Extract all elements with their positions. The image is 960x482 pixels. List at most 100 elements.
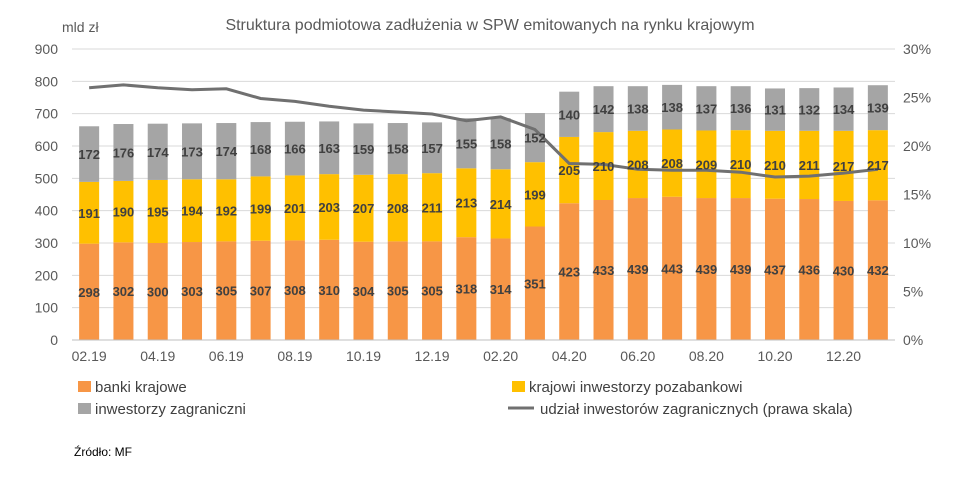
data-label: 191 bbox=[78, 206, 100, 221]
bar-segment bbox=[833, 130, 854, 201]
y-tick-label: 900 bbox=[35, 41, 59, 57]
data-label: 137 bbox=[696, 101, 718, 116]
bar-segment bbox=[147, 123, 168, 180]
bar-segment bbox=[730, 198, 751, 340]
data-label: 217 bbox=[833, 159, 855, 174]
bar-segment bbox=[524, 226, 545, 340]
data-label: 205 bbox=[558, 163, 580, 178]
data-label: 134 bbox=[833, 102, 855, 117]
data-label: 168 bbox=[250, 142, 272, 157]
bar-segment bbox=[662, 129, 683, 197]
bar-segment bbox=[319, 121, 340, 175]
bar-segment bbox=[799, 88, 820, 131]
data-label: 432 bbox=[867, 263, 889, 278]
y-tick-label: 300 bbox=[35, 235, 59, 251]
y2-tick-label: 0% bbox=[903, 332, 923, 348]
data-label: 174 bbox=[147, 145, 169, 160]
data-label: 439 bbox=[730, 262, 752, 277]
bar-segment bbox=[422, 241, 443, 340]
data-label: 298 bbox=[78, 285, 100, 300]
bar-segment bbox=[113, 180, 134, 243]
legend: banki krajowe krajowi inwestorzy pozabank… bbox=[78, 379, 853, 418]
bar-segment bbox=[216, 123, 237, 180]
bar-segment bbox=[387, 241, 408, 340]
bar-segment bbox=[319, 239, 340, 340]
x-tick-label: 12.19 bbox=[415, 348, 450, 364]
y-tick-label: 500 bbox=[35, 170, 59, 186]
data-label: 172 bbox=[78, 147, 100, 162]
data-label: 131 bbox=[764, 103, 786, 118]
y-tick-label: 700 bbox=[35, 106, 59, 122]
data-label: 351 bbox=[524, 276, 546, 291]
bar-segment bbox=[627, 198, 648, 340]
legend-label: inwestorzy zagraniczni bbox=[95, 401, 246, 418]
bar-segment bbox=[353, 174, 374, 242]
y2-tick-label: 20% bbox=[903, 138, 931, 154]
bar-segment bbox=[799, 199, 820, 340]
x-tick-label: 08.19 bbox=[277, 348, 312, 364]
bar-segment bbox=[147, 179, 168, 243]
x-tick-label: 12.20 bbox=[826, 348, 861, 364]
bar-segment bbox=[867, 130, 888, 201]
legend-label: udział inwestorów zagranicznych (prawa s… bbox=[540, 401, 853, 418]
x-tick-label: 02.20 bbox=[483, 348, 518, 364]
bar-segment bbox=[799, 130, 820, 200]
bar-segment bbox=[422, 122, 443, 174]
bar-segment bbox=[730, 130, 751, 199]
data-label: 174 bbox=[215, 144, 237, 159]
data-label: 157 bbox=[421, 141, 443, 156]
data-label: 430 bbox=[833, 263, 855, 278]
bar-segment bbox=[456, 237, 477, 340]
bar-segment bbox=[79, 181, 100, 244]
bar-segment bbox=[113, 124, 134, 181]
data-label: 139 bbox=[867, 101, 889, 116]
data-label: 308 bbox=[284, 283, 306, 298]
data-label: 436 bbox=[798, 263, 820, 278]
bar-segment bbox=[490, 118, 511, 170]
bar-segment bbox=[250, 122, 271, 177]
x-tick-label: 06.20 bbox=[620, 348, 655, 364]
data-label: 217 bbox=[867, 158, 889, 173]
y-tick-label: 600 bbox=[35, 138, 59, 154]
y2-tick-label: 10% bbox=[903, 235, 931, 251]
data-label: 214 bbox=[490, 197, 512, 212]
data-label: 166 bbox=[284, 142, 306, 157]
bar-segment bbox=[182, 242, 203, 340]
bar-segment bbox=[559, 91, 580, 137]
data-label: 199 bbox=[524, 187, 546, 202]
y-axis-label: mld zł bbox=[62, 19, 99, 35]
data-label: 195 bbox=[147, 204, 169, 219]
legend-label: krajowi inwestorzy pozabankowi bbox=[529, 379, 742, 396]
data-label: 302 bbox=[113, 284, 135, 299]
data-label: 210 bbox=[764, 158, 786, 173]
data-label: 209 bbox=[696, 157, 718, 172]
bar-segment bbox=[182, 123, 203, 180]
bar-segment bbox=[627, 86, 648, 131]
data-label: 303 bbox=[181, 284, 203, 299]
bar-segment bbox=[79, 126, 100, 182]
bar-segment bbox=[422, 173, 443, 242]
bar-segment bbox=[764, 198, 785, 340]
data-label: 173 bbox=[181, 144, 203, 159]
y2-tick-label: 25% bbox=[903, 90, 931, 106]
bar-segment bbox=[147, 243, 168, 340]
bar-segment bbox=[593, 199, 614, 340]
bar-segment bbox=[764, 130, 785, 199]
bar-segment bbox=[696, 198, 717, 340]
data-label: 158 bbox=[490, 137, 512, 152]
x-tick-label: 02.19 bbox=[72, 348, 107, 364]
data-label: 159 bbox=[353, 142, 375, 157]
legend-swatch bbox=[512, 381, 525, 392]
data-label: 192 bbox=[215, 203, 237, 218]
x-tick-label: 10.19 bbox=[346, 348, 381, 364]
data-label: 307 bbox=[250, 283, 272, 298]
bar-segment bbox=[387, 123, 408, 175]
bar-segment bbox=[284, 121, 305, 176]
bar-segment bbox=[490, 238, 511, 340]
bar-segment bbox=[353, 241, 374, 340]
data-label: 439 bbox=[627, 262, 649, 277]
bar-segment bbox=[353, 123, 374, 175]
bar-segment bbox=[79, 243, 100, 340]
x-tick-label: 04.19 bbox=[140, 348, 175, 364]
